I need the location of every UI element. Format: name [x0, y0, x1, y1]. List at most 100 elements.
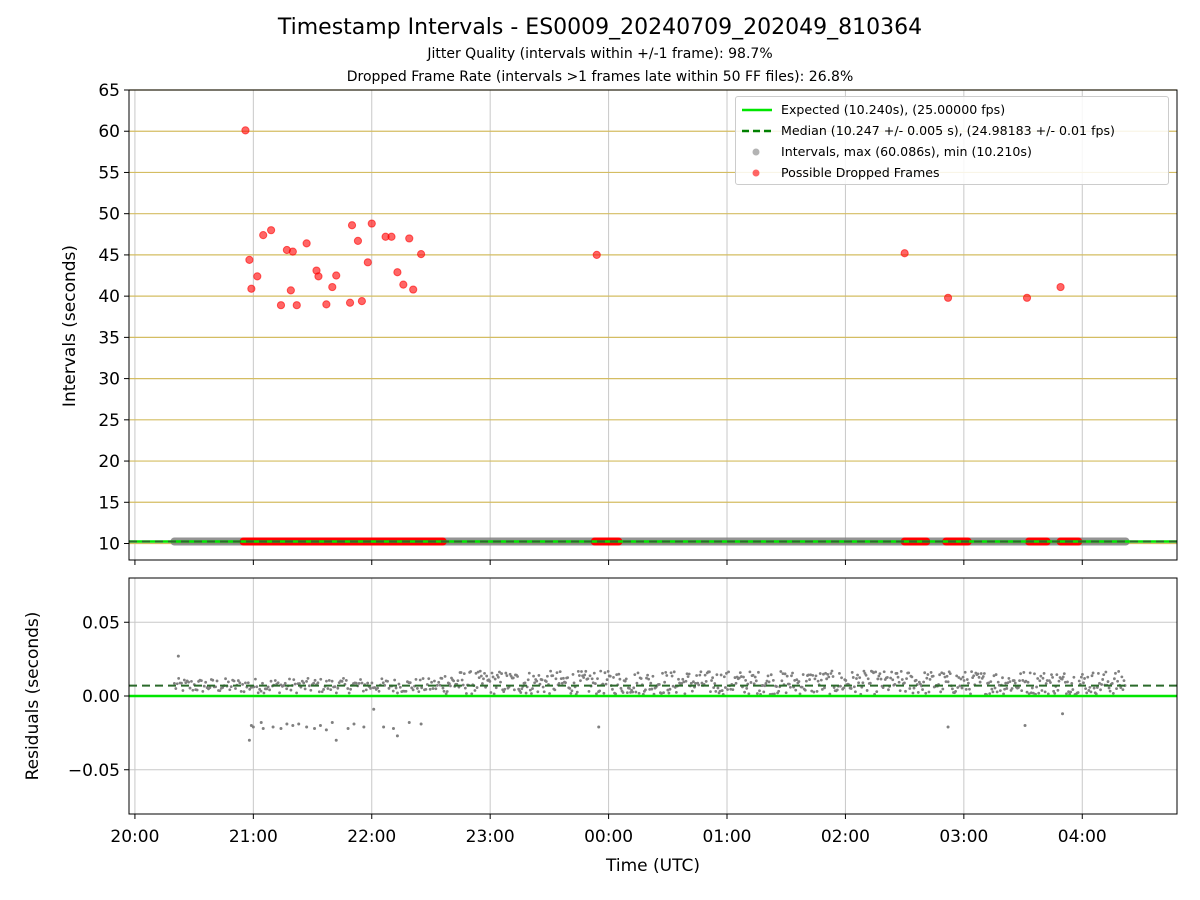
residual-point-67: [268, 688, 272, 692]
residual-point-500: [771, 679, 775, 682]
legend-label-median: Median (10.247 +/- 0.005 s), (24.98183 +…: [781, 123, 1115, 138]
residual-point-309: [568, 686, 572, 690]
residual-point-5: [180, 681, 183, 685]
residual-point-185: [435, 683, 439, 687]
residual-point-545: [819, 678, 823, 682]
residual-point-464: [733, 676, 737, 679]
negative-residual-19: [372, 707, 376, 711]
residual-point-760: [1049, 681, 1052, 684]
residual-point-674: [957, 676, 961, 679]
residual-point-42: [232, 679, 236, 683]
residual-point-684: [968, 687, 971, 691]
residual-point-171: [415, 687, 419, 690]
residual-point-688: [972, 674, 976, 678]
residual-point-403: [668, 687, 672, 691]
residual-point-424: [690, 689, 694, 693]
residual-point-241: [495, 673, 499, 677]
dropped-point-26: [399, 280, 408, 289]
residual-point-448: [716, 686, 720, 690]
residual-point-644: [925, 676, 929, 680]
residual-point-174: [420, 686, 424, 690]
residual-point-706: [991, 690, 995, 694]
residual-point-323: [583, 673, 587, 677]
residual-point-803: [1094, 692, 1098, 696]
residual-point-671: [954, 689, 957, 693]
residual-point-107: [325, 679, 328, 683]
residual-point-505: [777, 689, 781, 693]
residual-point-312: [571, 672, 575, 676]
residual-point-507: [779, 670, 783, 673]
residual-point-436: [703, 673, 707, 677]
residual-point-794: [1085, 691, 1089, 695]
residual-point-535: [809, 673, 813, 677]
negative-residual-4: [261, 726, 265, 730]
residual-point-305: [564, 681, 567, 685]
residual-point-94: [306, 676, 310, 680]
residual-point-596: [874, 670, 878, 674]
residual-point-826: [1119, 686, 1123, 690]
residual-point-680: [963, 670, 967, 674]
residual-point-344: [605, 678, 609, 682]
residual-point-445: [713, 682, 717, 685]
residual-point-804: [1095, 686, 1099, 689]
residual-point-399: [664, 671, 668, 674]
residual-point-661: [943, 675, 947, 679]
residual-point-373: [636, 671, 640, 675]
residual-point-750: [1038, 679, 1042, 683]
residual-point-827: [1120, 675, 1124, 679]
residual-point-138: [369, 686, 372, 690]
residual-point-513: [785, 674, 789, 678]
residual-point-631: [911, 691, 915, 695]
residual-point-468: [737, 676, 741, 680]
residual-point-752: [1040, 689, 1044, 692]
residual-point-527: [800, 685, 804, 689]
top-ytick-label-5: 35: [98, 328, 120, 348]
residual-point-88: [298, 682, 301, 685]
residual-point-550: [825, 677, 829, 681]
negative-residual-25: [597, 725, 601, 729]
residual-point-10: [187, 680, 191, 684]
residual-point-711: [996, 680, 1000, 684]
residual-point-268: [524, 691, 528, 695]
residual-point-800: [1091, 671, 1095, 675]
residual-point-698: [982, 672, 986, 675]
negative-residual-26: [946, 725, 950, 729]
residual-point-692: [976, 672, 980, 676]
residual-point-275: [532, 674, 535, 678]
residual-point-45: [236, 679, 240, 682]
residual-point-287: [544, 680, 548, 683]
residual-point-229: [483, 671, 486, 675]
residual-point-628: [908, 687, 912, 690]
residual-point-594: [872, 671, 875, 675]
residual-point-423: [689, 681, 693, 685]
residual-point-517: [790, 674, 793, 678]
residual-point-440: [708, 670, 711, 674]
residual-point-479: [749, 681, 753, 684]
residual-point-273: [530, 692, 533, 695]
residual-point-322: [582, 676, 586, 679]
residual-point-257: [512, 688, 516, 692]
residual-point-432: [699, 670, 703, 674]
residual-point-310: [569, 691, 573, 695]
residual-point-57: [253, 677, 257, 681]
residual-point-697: [981, 675, 985, 678]
dropped-point-30: [592, 250, 601, 260]
residual-point-541: [815, 689, 819, 693]
residual-point-496: [767, 680, 771, 684]
residual-point-810: [1102, 673, 1106, 677]
residual-point-815: [1107, 686, 1111, 690]
residual-point-301: [559, 677, 563, 681]
residual-point-650: [931, 674, 935, 678]
residual-point-148: [383, 684, 387, 687]
negative-residual-15: [334, 738, 338, 742]
residual-point-730: [1017, 686, 1020, 689]
residual-point-136: [366, 681, 370, 685]
residual-point-589: [866, 677, 870, 681]
residual-point-383: [647, 677, 651, 681]
residual-point-814: [1106, 680, 1110, 683]
residual-point-806: [1098, 681, 1101, 685]
negative-residual-21: [391, 726, 395, 730]
residual-point-159: [398, 685, 402, 689]
residual-point-672: [955, 674, 959, 678]
residual-point-211: [463, 686, 467, 690]
